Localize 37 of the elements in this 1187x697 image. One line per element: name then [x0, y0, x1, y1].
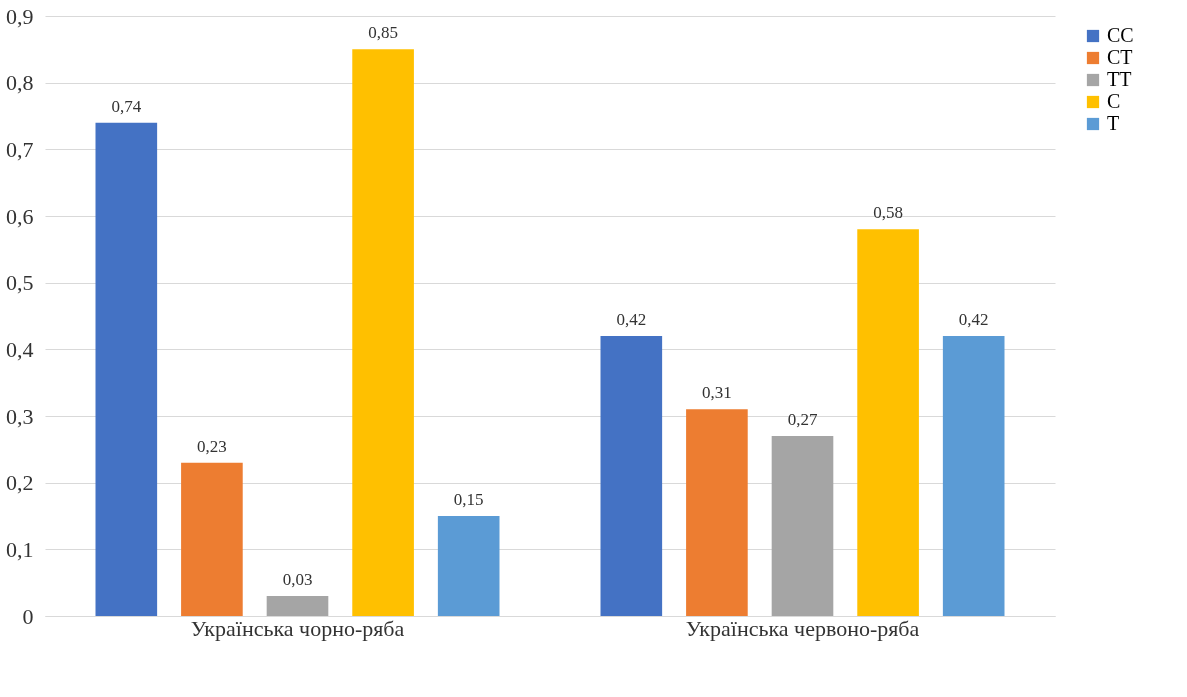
y-tick-label: 0,8	[6, 70, 34, 96]
y-tick-label: 0,6	[6, 203, 34, 229]
data-label: 0,58	[873, 203, 903, 223]
bar	[942, 336, 1005, 616]
bar	[352, 49, 414, 616]
y-tick-label: 0,3	[6, 403, 34, 429]
y-tick-label: 0,2	[6, 470, 34, 496]
data-label: 0,23	[197, 436, 227, 456]
x-tick-label: Українська чорно-ряба	[190, 615, 405, 641]
bar	[266, 596, 329, 616]
bar	[686, 409, 748, 616]
data-label: 0,03	[282, 570, 313, 589]
legend-label: CT	[1107, 46, 1133, 68]
data-label: 0,15	[453, 490, 484, 509]
y-tick-label: 0,4	[6, 336, 34, 362]
data-label: 0,42	[616, 310, 647, 329]
legend-label: CC	[1107, 24, 1134, 46]
bar	[181, 462, 243, 616]
y-tick-label: 0	[22, 603, 34, 629]
data-label: 0,31	[702, 383, 732, 403]
bar	[437, 516, 500, 616]
data-label: 0,74	[111, 96, 142, 116]
data-label: 0,85	[368, 23, 398, 43]
data-label: 0,27	[787, 410, 818, 429]
y-tick-label: 0,7	[6, 136, 34, 162]
legend-label: C	[1107, 90, 1121, 112]
bar	[771, 436, 834, 616]
legend-label: TT	[1107, 68, 1132, 90]
y-tick-label: 0,5	[6, 270, 34, 296]
y-tick-label: 0,9	[6, 3, 34, 29]
x-tick-label: Українська червоно-ряба	[685, 615, 920, 641]
bar	[857, 229, 919, 616]
bar	[600, 336, 663, 616]
bar	[95, 122, 158, 616]
data-label: 0,42	[958, 310, 989, 329]
legend-label: T	[1107, 112, 1120, 134]
y-tick-label: 0,1	[6, 536, 34, 562]
